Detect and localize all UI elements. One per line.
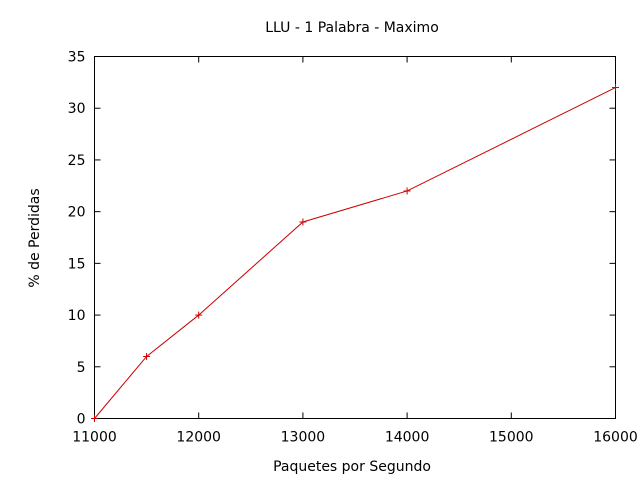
series-line: [94, 87, 616, 419]
x-tick-label: 11000: [72, 430, 117, 446]
data-point-marker: [91, 415, 98, 422]
x-tick-label: 16000: [593, 430, 638, 446]
plot-frame: [94, 56, 616, 419]
y-tick-label: 20: [68, 205, 86, 221]
y-tick-label: 0: [77, 412, 86, 428]
x-tick-label: 13000: [281, 430, 326, 446]
y-tick-label: 25: [68, 153, 86, 169]
chart-title: LLU - 1 Palabra - Maximo: [265, 20, 439, 36]
y-tick-label: 30: [68, 101, 86, 117]
y-tick-label: 35: [68, 50, 86, 66]
x-axis-label: Paquetes por Segundo: [273, 459, 431, 475]
y-tick-label: 15: [68, 256, 86, 272]
y-axis-label: % de Perdidas: [27, 188, 43, 287]
y-tick-label: 10: [68, 308, 86, 324]
data-point-marker: [299, 218, 307, 226]
y-axis: 0 5 10 15 20 25 30 35: [68, 50, 616, 428]
data-point-marker: [403, 187, 411, 195]
series-layer: [91, 84, 619, 422]
y-tick-label: 5: [77, 360, 86, 376]
x-tick-label: 15000: [489, 430, 534, 446]
x-axis: 11000 12000 13000 14000 15000 16000: [72, 56, 638, 446]
data-point-marker: [195, 311, 203, 319]
x-tick-label: 14000: [385, 430, 430, 446]
data-point-marker: [143, 352, 151, 360]
x-tick-label: 12000: [176, 430, 221, 446]
data-point-marker: [612, 84, 619, 92]
